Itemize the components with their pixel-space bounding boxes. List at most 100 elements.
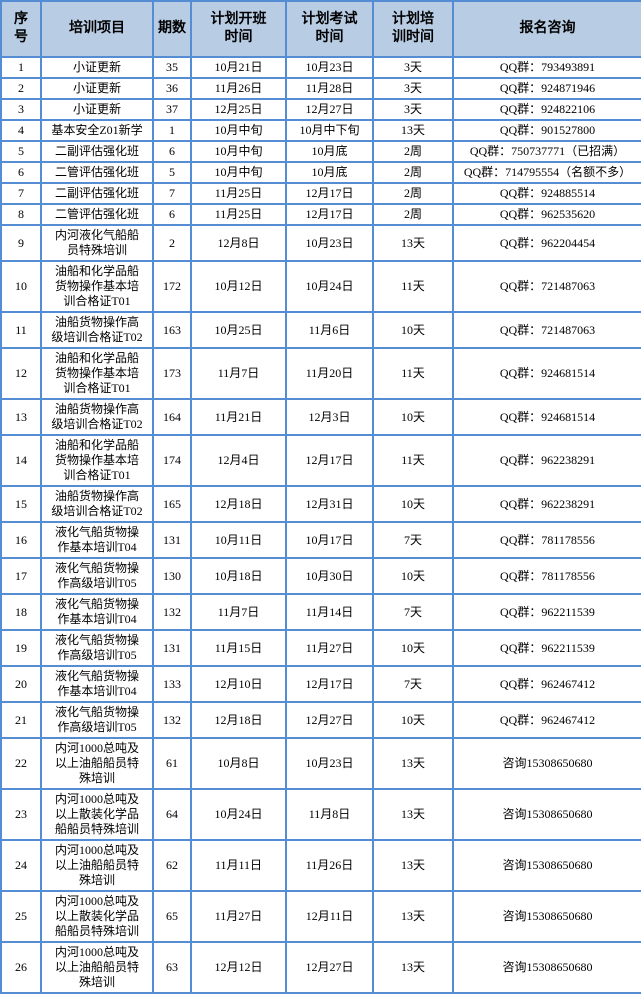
cell-seq: 5 [0,140,42,163]
cell-project: 内河1000总吨及 以上散装化学品 船船员特殊培训 [40,788,154,841]
cell-project: 内河液化气船船 员特殊培训 [40,224,154,262]
cell-sessions: 63 [152,941,192,994]
table-body: 1 小证更新 35 10月21日 10月23日 3天 QQ群：793493891 2 小证更新 3… [0,56,641,994]
cell-start: 11月11日 [190,839,287,892]
cell-seq: 20 [0,665,42,703]
col-header-start: 计划开班 时间 [190,0,287,58]
cell-start: 10月中旬 [190,119,287,142]
cell-duration: 2周 [372,182,454,205]
table-row: 26 内河1000总吨及 以上油船船员特 殊培训 63 12月12日 12月27日 13天… [0,941,641,994]
cell-start: 10月8日 [190,737,287,790]
cell-project: 内河1000总吨及 以上油船船员特 殊培训 [40,941,154,994]
cell-start: 11月21日 [190,398,287,436]
cell-duration: 7天 [372,665,454,703]
cell-seq: 4 [0,119,42,142]
table-row: 7 二副评估强化班 7 11月25日 12月17日 2周 QQ群：924885514 [0,182,641,205]
cell-duration: 13天 [372,890,454,943]
cell-sessions: 61 [152,737,192,790]
col-header-seq: 序 号 [0,0,42,58]
cell-contact: QQ群：962467412 [452,665,641,703]
table-row: 10 油船和化学品船 货物操作基本培 训合格证T01 172 10月12日 10月24日… [0,260,641,313]
cell-contact: QQ群：962535620 [452,203,641,226]
cell-seq: 11 [0,311,42,349]
table-row: 12 油船和化学品船 货物操作基本培 训合格证T01 173 11月7日 11月20日 1… [0,347,641,400]
cell-project: 液化气船货物操 作基本培训T04 [40,665,154,703]
table-row: 18 液化气船货物操 作基本培训T04 132 11月7日 11月14日 7天 QQ群：96… [0,593,641,631]
cell-project: 内河1000总吨及 以上油船船员特 殊培训 [40,839,154,892]
table-row: 24 内河1000总吨及 以上油船船员特 殊培训 62 11月11日 11月26日 13天… [0,839,641,892]
cell-contact: QQ群：721487063 [452,260,641,313]
cell-duration: 13天 [372,839,454,892]
cell-contact: QQ群：750737771（已招满） [452,140,641,163]
cell-contact: 咨询15308650680 [452,839,641,892]
cell-project: 基本安全Z01新学 [40,119,154,142]
table-row: 3 小证更新 37 12月25日 12月27日 3天 QQ群：924822106 [0,98,641,121]
cell-seq: 23 [0,788,42,841]
cell-sessions: 1 [152,119,192,142]
cell-seq: 18 [0,593,42,631]
cell-project: 液化气船货物操 作高级培训T05 [40,557,154,595]
cell-exam: 12月11日 [285,890,374,943]
col-header-contact: 报名咨询 [452,0,641,58]
cell-start: 10月11日 [190,521,287,559]
cell-project: 液化气船货物操 作高级培训T05 [40,629,154,667]
header-row: 序 号 培训项目 期数 计划开班 时间 计划考试 时间 计划培 训时间 报名咨询 [0,0,641,58]
cell-contact: QQ群：901527800 [452,119,641,142]
cell-duration: 3天 [372,56,454,79]
cell-project: 液化气船货物操 作基本培训T04 [40,593,154,631]
cell-sessions: 131 [152,629,192,667]
cell-sessions: 2 [152,224,192,262]
cell-seq: 3 [0,98,42,121]
cell-sessions: 174 [152,434,192,487]
cell-duration: 13天 [372,737,454,790]
table-row: 13 油船货物操作高 级培训合格证T02 164 11月21日 12月3日 10天 QQ群：… [0,398,641,436]
cell-seq: 17 [0,557,42,595]
cell-sessions: 37 [152,98,192,121]
cell-sessions: 6 [152,203,192,226]
cell-duration: 10天 [372,398,454,436]
cell-contact: QQ群：924885514 [452,182,641,205]
cell-contact: QQ群：962238291 [452,485,641,523]
cell-sessions: 132 [152,593,192,631]
cell-contact: 咨询15308650680 [452,737,641,790]
cell-seq: 26 [0,941,42,994]
cell-exam: 12月3日 [285,398,374,436]
cell-start: 12月4日 [190,434,287,487]
cell-sessions: 164 [152,398,192,436]
cell-sessions: 130 [152,557,192,595]
cell-project: 油船货物操作高 级培训合格证T02 [40,311,154,349]
cell-exam: 10月23日 [285,224,374,262]
cell-exam: 11月20日 [285,347,374,400]
table-row: 22 内河1000总吨及 以上油船船员特 殊培训 61 10月8日 10月23日 13天咨… [0,737,641,790]
cell-sessions: 5 [152,161,192,184]
cell-exam: 11月6日 [285,311,374,349]
cell-start: 12月12日 [190,941,287,994]
cell-exam: 12月17日 [285,434,374,487]
table-row: 6 二管评估强化班 5 10月中旬 10月底 2周 QQ群：714795554（名额不多） [0,161,641,184]
table-row: 20 液化气船货物操 作基本培训T04 133 12月10日 12月17日 7天 QQ群：9… [0,665,641,703]
cell-contact: QQ群：962467412 [452,701,641,739]
cell-project: 内河1000总吨及 以上油船船员特 殊培训 [40,737,154,790]
cell-seq: 10 [0,260,42,313]
table-row: 11 油船货物操作高 级培训合格证T02 163 10月25日 11月6日 10天 QQ群：… [0,311,641,349]
cell-project: 二副评估强化班 [40,182,154,205]
cell-exam: 12月17日 [285,203,374,226]
cell-start: 10月中旬 [190,161,287,184]
table-row: 1 小证更新 35 10月21日 10月23日 3天 QQ群：793493891 [0,56,641,79]
cell-duration: 2周 [372,203,454,226]
cell-contact: 咨询15308650680 [452,941,641,994]
cell-seq: 8 [0,203,42,226]
cell-contact: QQ群：714795554（名额不多） [452,161,641,184]
cell-duration: 13天 [372,224,454,262]
cell-contact: QQ群：924822106 [452,98,641,121]
cell-exam: 10月底 [285,161,374,184]
cell-sessions: 62 [152,839,192,892]
cell-exam: 11月14日 [285,593,374,631]
cell-contact: QQ群：793493891 [452,56,641,79]
cell-contact: QQ群：962238291 [452,434,641,487]
cell-project: 油船和化学品船 货物操作基本培 训合格证T01 [40,434,154,487]
col-header-exam: 计划考试 时间 [285,0,374,58]
cell-exam: 12月27日 [285,701,374,739]
cell-start: 11月26日 [190,77,287,100]
cell-sessions: 173 [152,347,192,400]
